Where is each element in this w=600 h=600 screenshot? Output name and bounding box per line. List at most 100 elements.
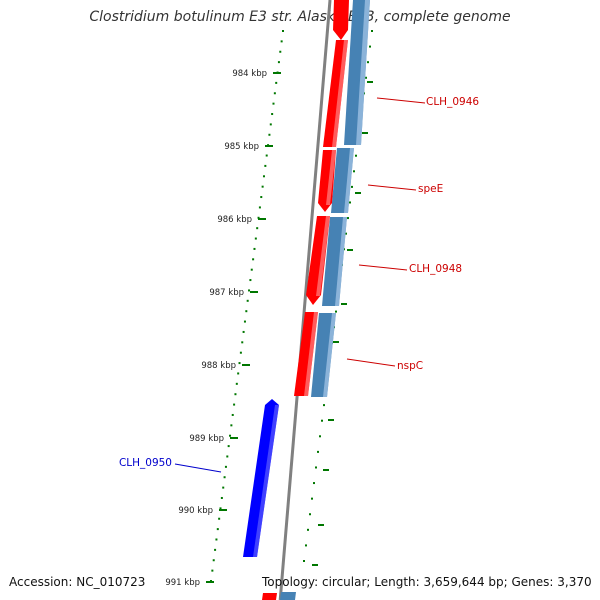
guide-dot: [311, 497, 313, 500]
cds-track-highlight: [344, 148, 354, 213]
guide-dot: [242, 330, 245, 333]
scale-tick-label: 991 kbp: [165, 578, 200, 588]
gene-label-clh-0950: CLH_0950: [119, 457, 172, 469]
gene-arrow-forward: [333, 0, 349, 40]
gene-label-leader: [376, 97, 426, 104]
guide-dot: [243, 320, 246, 323]
guide-dot: [246, 299, 249, 302]
guide-dot: [226, 455, 229, 458]
guide-dot: [214, 548, 217, 551]
scale-tick-label: 985 kbp: [224, 142, 259, 152]
guide-dot: [258, 206, 261, 209]
guide-dot: [335, 310, 337, 313]
guide-dot: [271, 113, 274, 116]
gene-arrow-highlight: [304, 312, 318, 396]
guide-dot: [280, 40, 283, 43]
gene-arrow-reverse: [243, 399, 279, 557]
gene-label-leader: [174, 463, 222, 473]
guide-dot: [216, 528, 219, 531]
guide-dot: [253, 247, 256, 250]
guide-dot: [345, 232, 347, 235]
guide-dot: [347, 217, 349, 220]
guide-dot: [220, 496, 223, 499]
accession-text: Accession: NC_010723: [9, 575, 146, 589]
guide-dot: [367, 61, 369, 64]
guide-dot: [303, 560, 305, 562]
genome-title: Clostridium botulinum E3 str. Alaska E43…: [89, 9, 511, 25]
guide-dot: [371, 30, 373, 32]
guide-dot: [245, 310, 248, 313]
guide-dot: [353, 170, 355, 173]
guide-dot: [321, 419, 323, 422]
topology-text: Topology: circular; Length: 3,659,644 bp…: [262, 575, 592, 589]
guide-dot: [261, 185, 264, 188]
gene-label-leader: [367, 184, 417, 191]
gene-arrow-highlight: [316, 216, 330, 296]
guide-dot: [249, 279, 252, 282]
scale-tick-label: 988 kbp: [201, 361, 236, 371]
gene-arrow-highlight: [253, 405, 279, 557]
guide-dot: [262, 175, 265, 178]
guide-dot: [239, 351, 242, 354]
guide-dot: [234, 393, 237, 396]
guide-dot: [231, 413, 234, 416]
guide-dot: [235, 382, 238, 385]
guide-dot: [268, 133, 271, 136]
guide-dot: [265, 154, 268, 157]
guide-dot: [313, 482, 315, 485]
guide-dot: [254, 237, 257, 240]
guide-dot: [365, 76, 367, 79]
guide-dot: [223, 476, 226, 479]
guide-dot: [351, 185, 353, 188]
guide-dot: [282, 30, 284, 32]
guide-dot: [233, 403, 236, 406]
guide-dot: [256, 227, 259, 230]
scale-tick-label: 987 kbp: [209, 288, 244, 298]
backbone-line: [278, 0, 332, 600]
guide-dot: [273, 92, 276, 95]
gene-label-clh-0946: CLH_0946: [426, 96, 479, 108]
guide-dot: [349, 201, 351, 204]
gene-arrow-forward: [262, 593, 277, 600]
scale-tick-label: 990 kbp: [178, 506, 213, 516]
guide-dot: [317, 450, 319, 453]
guide-dot: [355, 154, 357, 157]
guide-dot: [279, 50, 282, 53]
guide-dot: [222, 486, 225, 489]
cds-track-highlight: [356, 0, 370, 145]
guide-dot: [238, 362, 241, 365]
guide-dot: [215, 538, 218, 541]
gene-label-nspc: nspC: [397, 360, 423, 372]
guide-dot: [237, 372, 240, 375]
guide-dot: [307, 528, 309, 531]
guide-dot: [211, 569, 214, 572]
guide-dot: [227, 445, 230, 448]
guide-dot: [260, 196, 263, 199]
gene-arrow-highlight: [326, 150, 336, 205]
guide-dot: [275, 81, 278, 84]
guide-dot: [212, 559, 215, 562]
guide-dot: [219, 507, 222, 510]
gene-label-spee: speE: [418, 183, 443, 195]
guide-dot: [218, 517, 221, 520]
guide-dot: [241, 341, 244, 344]
cds-track-highlight: [323, 313, 336, 397]
guide-dot: [229, 434, 232, 437]
guide-dot: [269, 123, 272, 126]
gene-arrow-highlight: [332, 40, 348, 147]
guide-dot: [224, 465, 227, 468]
gene-label-clh-0948: CLH_0948: [409, 263, 462, 275]
guide-dot: [272, 102, 275, 105]
guide-dot: [319, 435, 321, 438]
gene-label-leader: [346, 358, 396, 367]
guide-dot: [305, 544, 307, 547]
guide-dot: [252, 258, 255, 261]
guide-dot: [230, 424, 233, 427]
scale-tick-label: 989 kbp: [189, 434, 224, 444]
cds-track-highlight: [335, 217, 347, 306]
inner-dot-track: [210, 30, 284, 582]
guide-dot: [248, 289, 251, 292]
guide-dot: [323, 404, 325, 407]
guide-dot: [264, 164, 267, 167]
